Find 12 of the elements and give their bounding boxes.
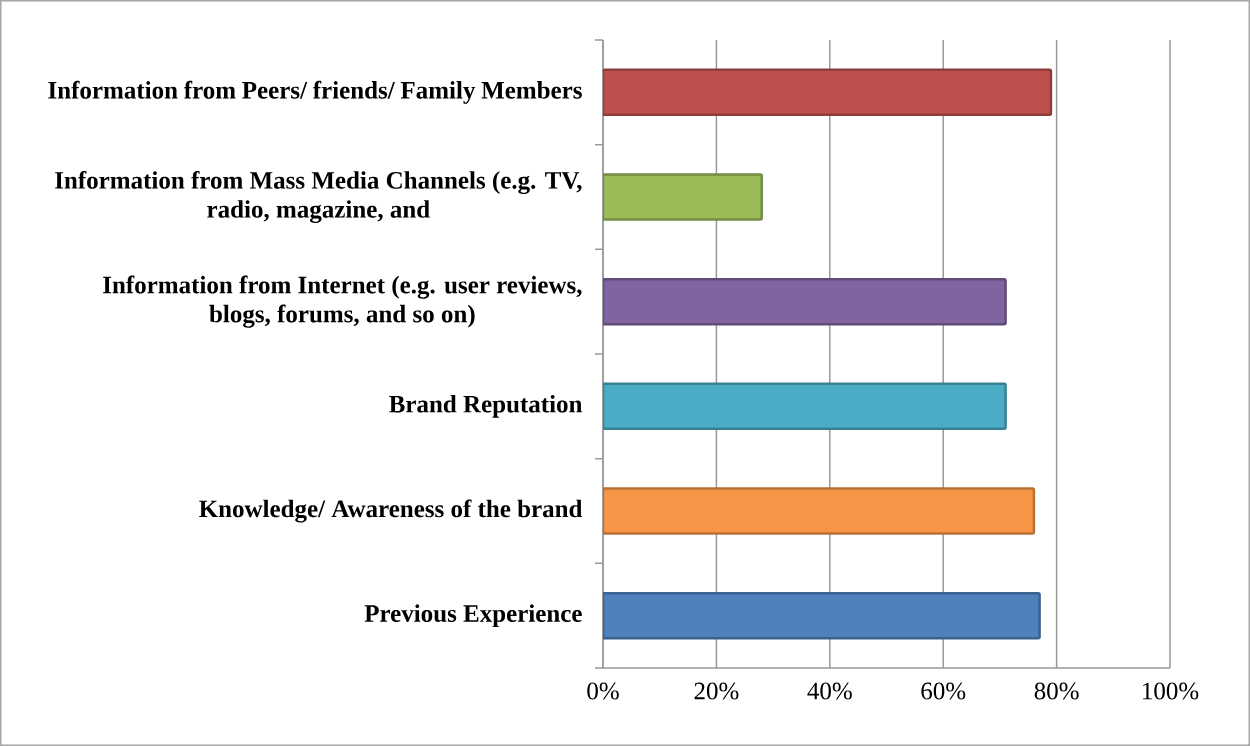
x-tick-label: 40%: [807, 682, 852, 700]
x-tick-label: 80%: [1034, 682, 1079, 700]
x-tick-label: 0%: [587, 682, 619, 700]
x-tick-label: 100%: [1143, 682, 1199, 700]
y-tick-label: Previous Experience: [364, 604, 582, 628]
y-tick-label: Information from Mass Media Channels (e.g. TV, radio, magazine, and: [55, 170, 582, 224]
x-tick-label: 60%: [921, 682, 966, 700]
y-tick-label: Information from Peers/ friends/ Family Members: [48, 80, 582, 104]
y-tick-label: Information from Internet (e.g. user reviews, blogs, forums, and so on): [103, 275, 582, 328]
y-tick-label: Knowledge/ Awareness of the brand: [199, 499, 583, 523]
y-tick-label: Brand Reputation: [389, 395, 583, 418]
x-tick-label: 20%: [694, 682, 739, 700]
